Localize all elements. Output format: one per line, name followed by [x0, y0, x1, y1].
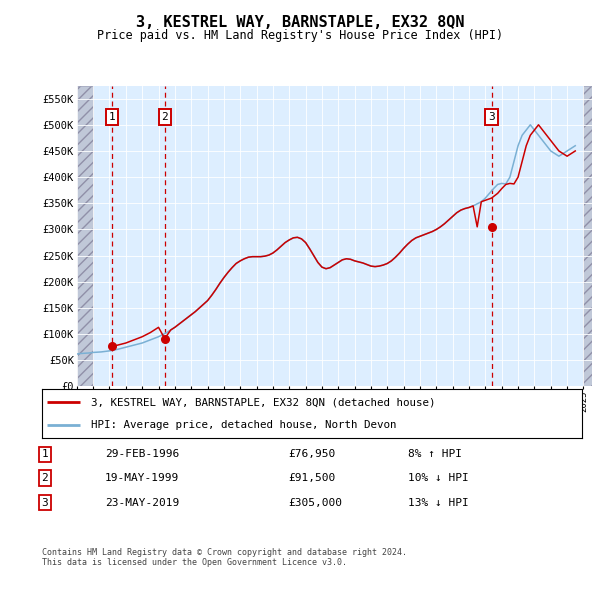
Text: HPI: Average price, detached house, North Devon: HPI: Average price, detached house, Nort… — [91, 419, 396, 430]
Text: 3, KESTREL WAY, BARNSTAPLE, EX32 8QN: 3, KESTREL WAY, BARNSTAPLE, EX32 8QN — [136, 15, 464, 30]
Text: 13% ↓ HPI: 13% ↓ HPI — [408, 498, 469, 507]
Text: £91,500: £91,500 — [288, 473, 335, 483]
Text: 2: 2 — [161, 112, 168, 122]
Text: 3, KESTREL WAY, BARNSTAPLE, EX32 8QN (detached house): 3, KESTREL WAY, BARNSTAPLE, EX32 8QN (de… — [91, 398, 435, 408]
Text: 8% ↑ HPI: 8% ↑ HPI — [408, 450, 462, 459]
Text: £76,950: £76,950 — [288, 450, 335, 459]
Text: Contains HM Land Registry data © Crown copyright and database right 2024.
This d: Contains HM Land Registry data © Crown c… — [42, 548, 407, 567]
Text: Price paid vs. HM Land Registry's House Price Index (HPI): Price paid vs. HM Land Registry's House … — [97, 30, 503, 42]
Text: 1: 1 — [109, 112, 115, 122]
Bar — [583, 86, 592, 386]
Text: 2: 2 — [41, 473, 49, 483]
Text: 29-FEB-1996: 29-FEB-1996 — [105, 450, 179, 459]
Bar — [77, 86, 93, 386]
Text: 23-MAY-2019: 23-MAY-2019 — [105, 498, 179, 507]
Text: 19-MAY-1999: 19-MAY-1999 — [105, 473, 179, 483]
Text: 3: 3 — [41, 498, 49, 507]
Text: 10% ↓ HPI: 10% ↓ HPI — [408, 473, 469, 483]
Text: 1: 1 — [41, 450, 49, 459]
Text: £305,000: £305,000 — [288, 498, 342, 507]
Text: 3: 3 — [488, 112, 495, 122]
